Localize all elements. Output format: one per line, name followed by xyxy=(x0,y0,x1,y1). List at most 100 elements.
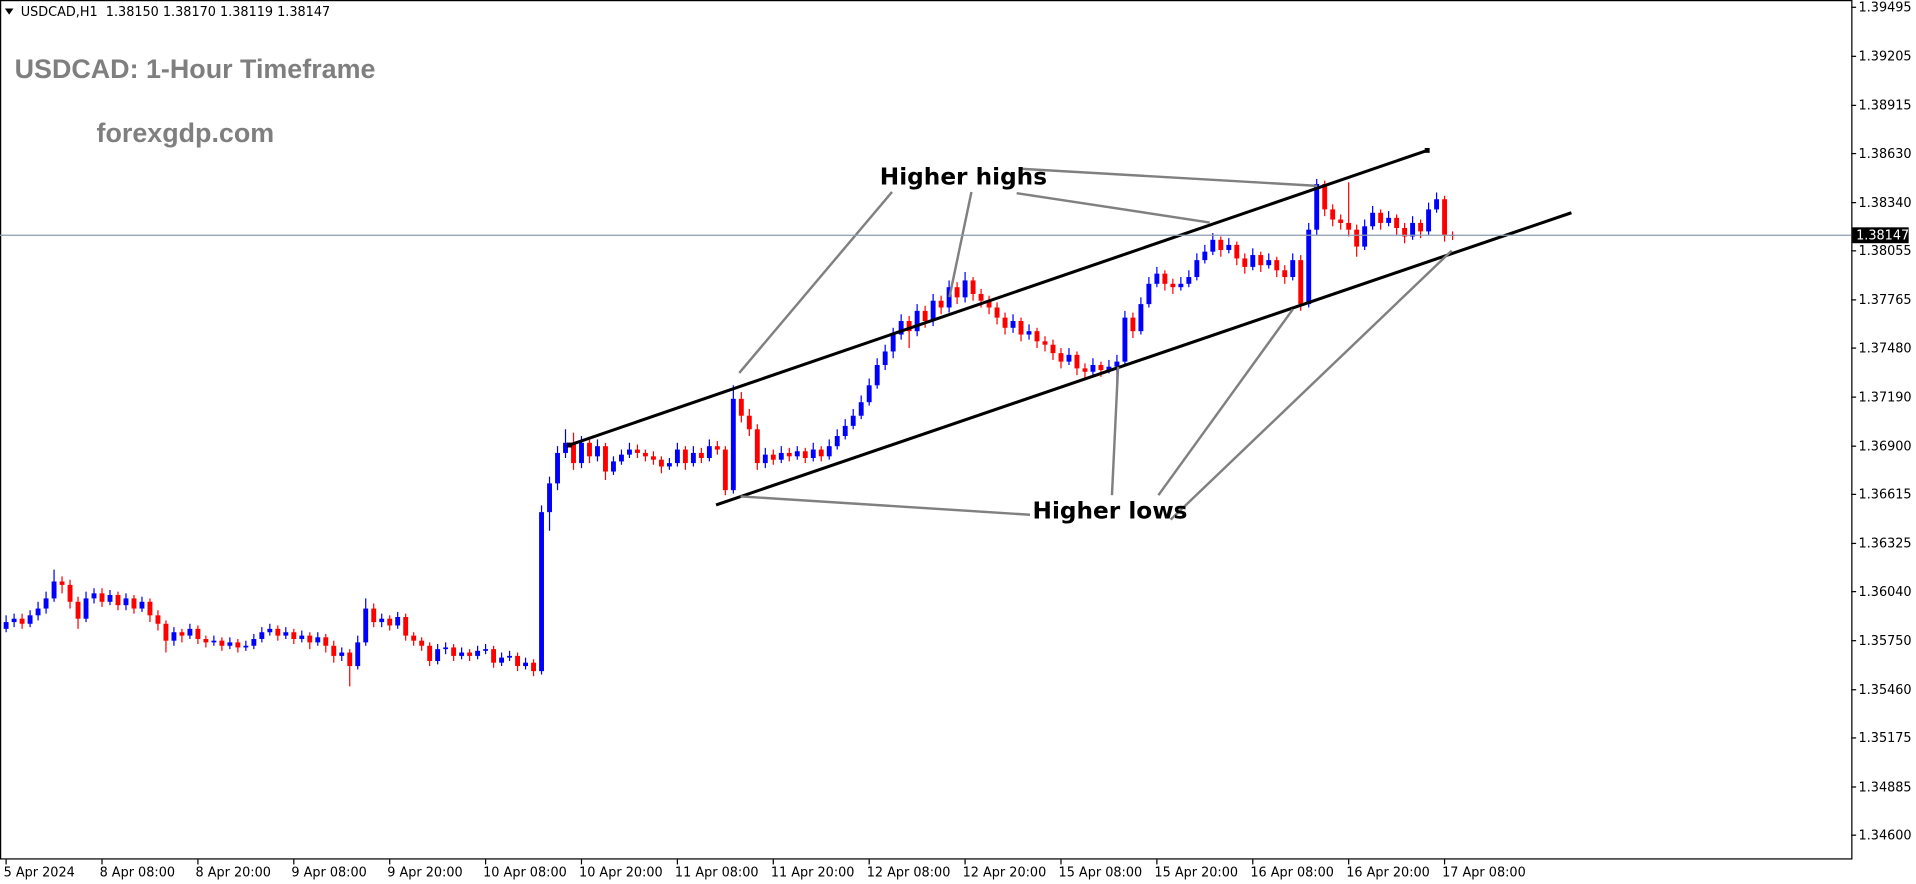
x-tick-label: 8 Apr 20:00 xyxy=(195,866,270,881)
candle-body xyxy=(1402,227,1408,237)
annotation-pointers xyxy=(738,167,1453,521)
y-tick-label: 1.35750 xyxy=(1859,634,1912,649)
candle-body xyxy=(890,334,896,352)
candle-body xyxy=(1250,255,1256,267)
candle-body xyxy=(1178,283,1184,288)
candle-body xyxy=(427,645,433,661)
y-tick-label: 1.38915 xyxy=(1859,99,1912,114)
candle-body xyxy=(163,623,169,641)
candle-body xyxy=(1186,277,1192,284)
candle-body xyxy=(802,451,808,459)
candle-body xyxy=(411,635,417,641)
candle-body xyxy=(531,662,536,672)
candle-body xyxy=(75,601,81,619)
x-tick-label: 8 Apr 08:00 xyxy=(100,866,175,881)
candle-body xyxy=(818,449,824,457)
candle-body xyxy=(91,593,97,599)
candle-body xyxy=(363,608,369,643)
candle-body xyxy=(962,280,968,298)
candle-body xyxy=(275,628,281,636)
candle-body xyxy=(299,635,305,639)
x-tick-label: 12 Apr 08:00 xyxy=(867,866,951,881)
x-tick-label: 15 Apr 20:00 xyxy=(1154,866,1238,881)
candle-body xyxy=(499,657,505,663)
candle-body xyxy=(874,364,880,386)
candle-body xyxy=(379,618,385,623)
candle-body xyxy=(1234,244,1240,259)
trendline-handle xyxy=(1424,147,1430,153)
x-tick-label: 9 Apr 20:00 xyxy=(387,866,462,881)
trendline-handle xyxy=(566,442,572,448)
candle-body xyxy=(722,449,728,491)
candle-body xyxy=(619,454,624,462)
y-tick-label: 1.38340 xyxy=(1859,196,1912,211)
y-tick-label: 1.36900 xyxy=(1859,439,1912,454)
candle-body xyxy=(1226,244,1232,250)
candle-body xyxy=(634,449,640,453)
candle-body xyxy=(11,618,17,623)
candle-body xyxy=(1106,366,1112,371)
x-tick-label: 16 Apr 08:00 xyxy=(1250,866,1334,881)
candle-body xyxy=(107,595,113,602)
candle-body xyxy=(19,618,25,624)
candle-body xyxy=(595,446,600,457)
x-tick-label: 16 Apr 20:00 xyxy=(1346,866,1430,881)
candle-body xyxy=(1082,368,1088,372)
x-tick-label: 15 Apr 08:00 xyxy=(1059,866,1143,881)
candle-body xyxy=(1210,239,1216,252)
upper-trendline xyxy=(568,148,1428,447)
candle-body xyxy=(1010,321,1016,328)
candle-body xyxy=(563,442,568,453)
candle-body xyxy=(1154,273,1160,284)
candle-body xyxy=(1050,344,1056,354)
x-tick-label: 12 Apr 20:00 xyxy=(963,866,1047,881)
candle-body xyxy=(155,615,161,624)
candle-body xyxy=(954,287,960,298)
x-tick-label: 11 Apr 20:00 xyxy=(771,866,855,881)
candle-body xyxy=(1290,260,1296,278)
pointer xyxy=(1157,308,1294,496)
candle-body xyxy=(27,615,33,624)
candle-body xyxy=(826,446,832,457)
candle-body xyxy=(83,598,89,619)
candle-body xyxy=(187,628,193,636)
candle-body xyxy=(443,647,449,650)
candle-body xyxy=(1338,219,1344,223)
candle-body xyxy=(347,652,353,667)
candle-body xyxy=(523,662,528,667)
annotation: Higher lows xyxy=(1033,497,1188,524)
candle-body xyxy=(195,628,201,639)
candle-body xyxy=(483,649,489,651)
candle-body xyxy=(994,307,1000,318)
candle-body xyxy=(491,649,497,663)
pointer xyxy=(1020,167,1318,188)
pointer xyxy=(1169,249,1453,521)
candle-body xyxy=(1386,217,1392,223)
candle-body xyxy=(1306,229,1312,305)
candle-body xyxy=(706,446,712,459)
candle-body xyxy=(1346,222,1352,230)
candle-body xyxy=(1058,353,1064,362)
candle-body xyxy=(946,287,952,308)
candle-body xyxy=(834,436,840,447)
candle-body xyxy=(1410,222,1416,237)
candle-body xyxy=(435,649,441,661)
candles xyxy=(3,178,1456,687)
candle-body xyxy=(1258,255,1264,266)
candle-body xyxy=(395,617,401,626)
candle-body xyxy=(467,652,473,656)
candle-body xyxy=(43,598,49,609)
candle-body xyxy=(1218,239,1224,250)
x-tick-label: 10 Apr 20:00 xyxy=(579,866,663,881)
candle-body xyxy=(571,442,576,464)
y-tick-label: 1.39495 xyxy=(1859,1,1912,16)
candle-body xyxy=(171,632,177,641)
candle-body xyxy=(1394,217,1400,228)
candle-body xyxy=(746,415,752,430)
candle-body xyxy=(459,652,465,656)
chart-subtitle: forexgdp.com xyxy=(97,118,275,148)
candle-body xyxy=(1322,184,1328,210)
y-tick-label: 1.35175 xyxy=(1859,731,1912,746)
